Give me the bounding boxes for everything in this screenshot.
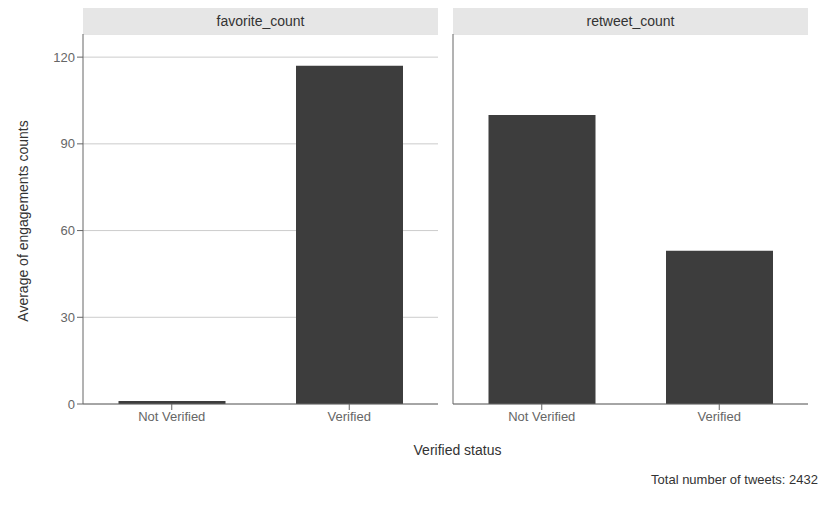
svg-text:Not Verified: Not Verified [138,409,205,424]
svg-text:Verified: Verified [698,409,741,424]
html-text:Verified status: Verified status [413,442,502,458]
html-text:Total number of tweets: 2432: Total number of tweets: 2432 [651,472,818,487]
svg-text:Verified: Verified [328,409,371,424]
svg-text:120: 120 [53,50,75,65]
html-text:Average of engagements counts: Average of engagements counts [15,120,31,322]
svg-text:90: 90 [61,136,75,151]
html-text:retweet_count: retweet_count [586,13,675,29]
svg-text:0: 0 [68,397,75,412]
svg-text:Not Verified: Not Verified [508,409,575,424]
html-text:favorite_count: favorite_count [216,13,305,29]
svg-text:30: 30 [61,310,75,325]
svg-text:60: 60 [61,223,75,238]
